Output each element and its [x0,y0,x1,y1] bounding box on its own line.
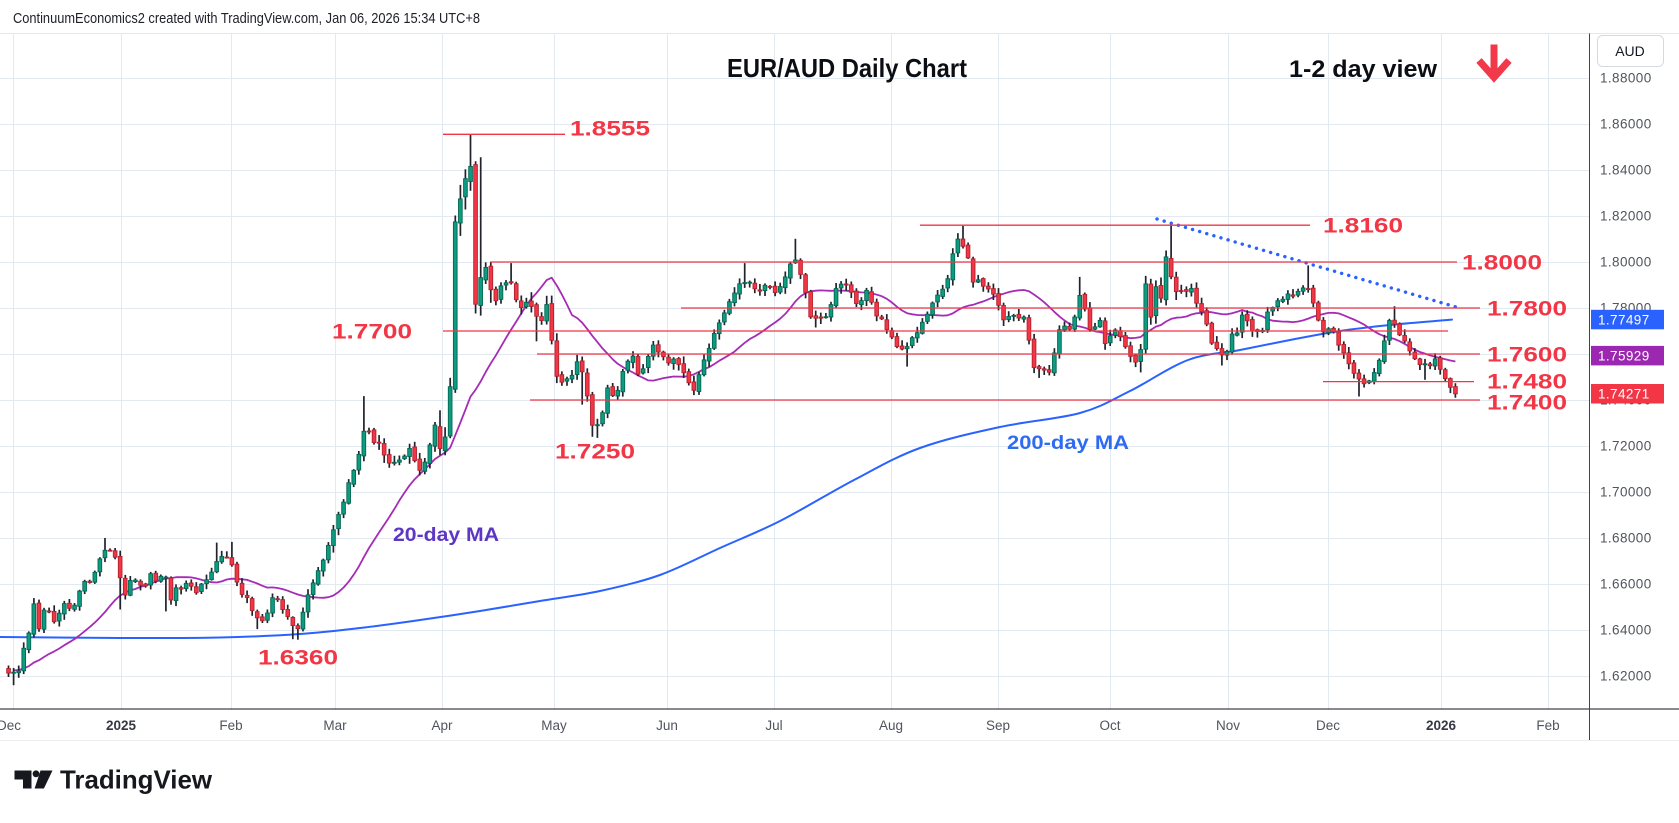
svg-text:AUD: AUD [1615,43,1645,59]
svg-text:Aug: Aug [879,718,903,733]
svg-text:1.7250: 1.7250 [555,440,635,464]
svg-text:20-day MA: 20-day MA [393,524,499,546]
svg-text:1.66000: 1.66000 [1600,577,1652,592]
svg-text:1.8555: 1.8555 [570,117,650,141]
svg-text:1.64000: 1.64000 [1600,623,1652,638]
svg-text:1.8000: 1.8000 [1462,251,1542,275]
svg-text:Dec: Dec [1316,718,1340,733]
svg-text:200-day MA: 200-day MA [1007,432,1129,454]
svg-text:1.62000: 1.62000 [1600,669,1652,684]
svg-text:1.86000: 1.86000 [1600,117,1652,132]
svg-text:ContinuumEconomics2 created wi: ContinuumEconomics2 created with Trading… [13,10,480,27]
svg-text:1.8160: 1.8160 [1323,214,1403,238]
svg-text:Dec: Dec [0,718,21,733]
svg-text:Oct: Oct [1099,718,1120,733]
svg-text:1.7400: 1.7400 [1487,391,1567,415]
svg-text:Jun: Jun [656,718,678,733]
svg-text:1.7600: 1.7600 [1487,343,1567,367]
svg-text:1.77497: 1.77497 [1598,312,1650,327]
svg-text:2026: 2026 [1426,718,1457,733]
svg-text:Sep: Sep [986,718,1010,733]
svg-text:1.88000: 1.88000 [1600,71,1652,86]
svg-text:Nov: Nov [1216,718,1240,733]
svg-text:1.68000: 1.68000 [1600,531,1652,546]
svg-text:1.7480: 1.7480 [1487,370,1567,394]
svg-text:1-2 day view: 1-2 day view [1289,56,1437,83]
svg-text:1.84000: 1.84000 [1600,163,1652,178]
svg-text:TradingView: TradingView [60,765,213,795]
svg-text:Jul: Jul [765,718,782,733]
svg-text:1.74271: 1.74271 [1598,387,1650,402]
svg-text:1.7800: 1.7800 [1487,297,1567,321]
svg-text:1.7700: 1.7700 [332,320,412,344]
svg-text:2025: 2025 [106,718,137,733]
svg-text:Mar: Mar [323,718,347,733]
svg-text:Apr: Apr [431,718,453,733]
svg-text:EUR/AUD Daily Chart: EUR/AUD Daily Chart [727,53,967,83]
svg-text:1.70000: 1.70000 [1600,485,1652,500]
svg-text:1.6360: 1.6360 [258,646,338,670]
svg-text:1.80000: 1.80000 [1600,255,1652,270]
svg-text:May: May [541,718,567,733]
svg-text:1.75929: 1.75929 [1598,348,1650,363]
svg-text:1.82000: 1.82000 [1600,209,1652,224]
svg-text:Feb: Feb [219,718,242,733]
svg-text:1.72000: 1.72000 [1600,439,1652,454]
svg-text:Feb: Feb [1536,718,1559,733]
